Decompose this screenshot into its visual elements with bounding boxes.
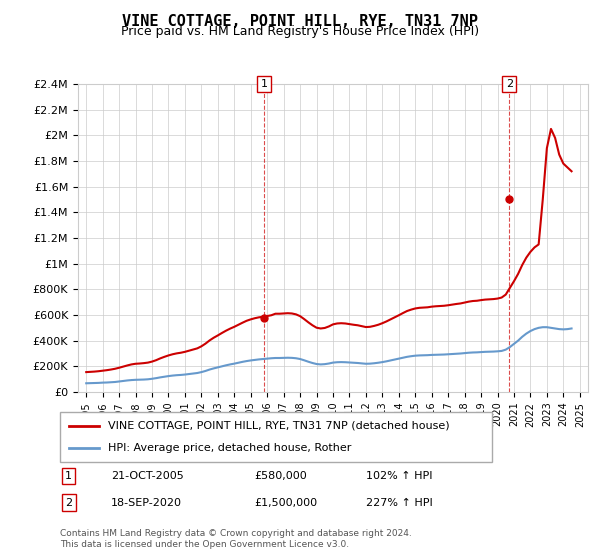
FancyBboxPatch shape: [60, 412, 492, 462]
Text: VINE COTTAGE, POINT HILL, RYE, TN31 7NP (detached house): VINE COTTAGE, POINT HILL, RYE, TN31 7NP …: [107, 421, 449, 431]
Text: 2: 2: [65, 498, 72, 507]
Text: 18-SEP-2020: 18-SEP-2020: [111, 498, 182, 507]
Text: Contains HM Land Registry data © Crown copyright and database right 2024.
This d: Contains HM Land Registry data © Crown c…: [60, 529, 412, 549]
Text: 227% ↑ HPI: 227% ↑ HPI: [366, 498, 433, 507]
Text: 1: 1: [260, 79, 268, 89]
Text: Price paid vs. HM Land Registry's House Price Index (HPI): Price paid vs. HM Land Registry's House …: [121, 25, 479, 38]
Text: VINE COTTAGE, POINT HILL, RYE, TN31 7NP: VINE COTTAGE, POINT HILL, RYE, TN31 7NP: [122, 14, 478, 29]
Text: 2: 2: [506, 79, 513, 89]
Text: 21-OCT-2005: 21-OCT-2005: [111, 471, 184, 481]
Text: 102% ↑ HPI: 102% ↑ HPI: [366, 471, 433, 481]
Text: HPI: Average price, detached house, Rother: HPI: Average price, detached house, Roth…: [107, 443, 351, 453]
Text: £1,500,000: £1,500,000: [254, 498, 317, 507]
Text: 1: 1: [65, 471, 72, 481]
Text: £580,000: £580,000: [254, 471, 307, 481]
